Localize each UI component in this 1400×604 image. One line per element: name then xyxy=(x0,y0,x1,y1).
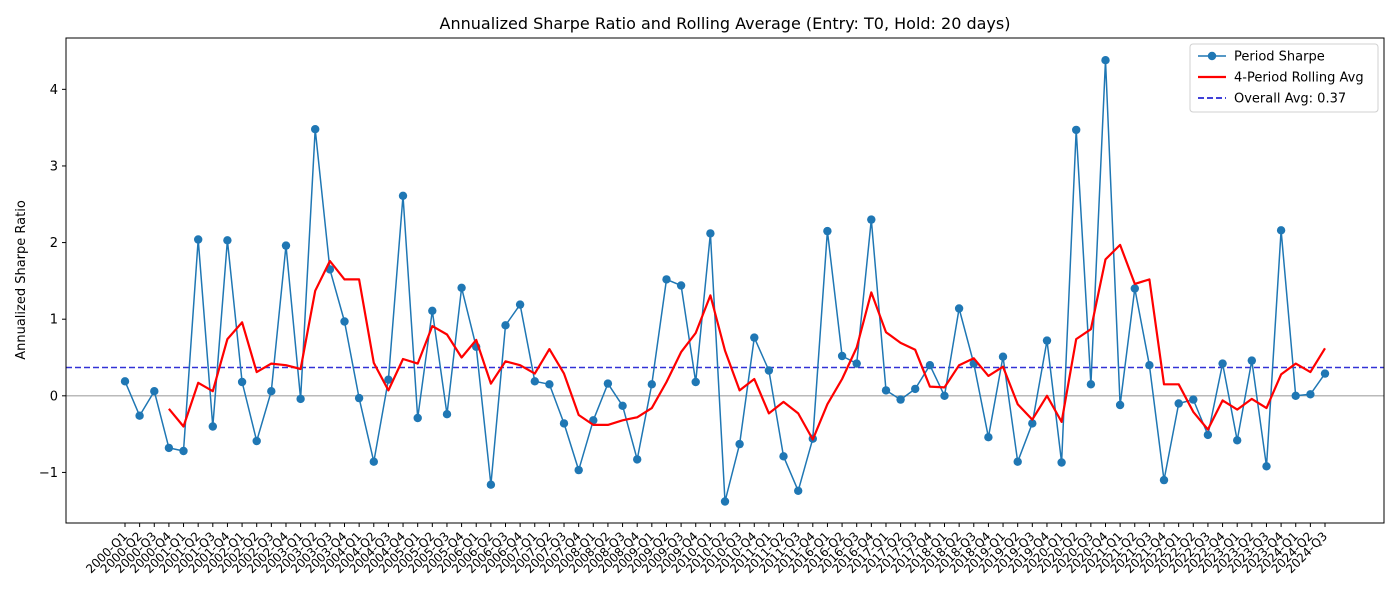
period-sharpe-point xyxy=(442,410,452,419)
period-sharpe-point xyxy=(881,386,891,395)
period-sharpe-point xyxy=(984,433,993,442)
period-sharpe-point xyxy=(706,229,715,238)
period-sharpe-point xyxy=(837,351,847,361)
period-sharpe-point xyxy=(369,457,378,466)
period-sharpe-point xyxy=(940,391,949,400)
period-sharpe-point xyxy=(867,215,876,224)
period-sharpe-point xyxy=(530,377,539,386)
period-sharpe-point xyxy=(340,317,349,326)
period-sharpe-point xyxy=(1145,361,1154,370)
period-sharpe-point xyxy=(311,125,320,134)
period-sharpe-point xyxy=(1276,226,1286,235)
4-period-rolling-avg-line xyxy=(168,243,1326,441)
period-sharpe-point xyxy=(852,359,861,368)
period-sharpe-point xyxy=(647,380,656,389)
period-sharpe-point xyxy=(1233,436,1242,445)
period-sharpe-point xyxy=(1291,391,1300,400)
period-sharpe-point xyxy=(179,446,188,456)
legend-box xyxy=(1189,43,1379,113)
legend-period-sharpe-marker xyxy=(1207,51,1217,61)
period-sharpe-point xyxy=(1086,380,1096,389)
period-sharpe-point xyxy=(1072,125,1081,135)
legend: Period Sharpe 4-Period Rolling Avg Overall… xyxy=(1189,43,1379,113)
period-sharpe-point xyxy=(1189,395,1198,404)
legend-overall-avg-label: Overall Avg: 0.37 xyxy=(1234,92,1346,107)
period-sharpe-point xyxy=(633,455,642,464)
period-sharpe-point xyxy=(296,394,305,404)
period-sharpe-point xyxy=(223,236,232,245)
period-sharpe-point xyxy=(794,486,803,495)
period-sharpe-point xyxy=(208,422,217,431)
period-sharpe-point xyxy=(1101,56,1110,65)
period-sharpe-point xyxy=(618,401,627,410)
period-sharpe-point xyxy=(457,283,466,292)
y-tick-label: 2 xyxy=(50,236,58,251)
period-sharpe-point xyxy=(750,333,759,342)
period-sharpe-point xyxy=(354,393,364,403)
y-tick-label: 4 xyxy=(50,83,58,98)
period-sharpe-point xyxy=(559,419,569,428)
y-axis-label: Annualized Sharpe Ratio xyxy=(14,200,29,360)
period-sharpe-point xyxy=(1320,369,1330,378)
period-sharpe-point xyxy=(735,439,744,449)
period-sharpe-point xyxy=(413,413,422,423)
period-sharpe-point xyxy=(1013,457,1022,466)
period-sharpe-point xyxy=(1247,356,1257,365)
period-sharpe-point xyxy=(1057,458,1066,467)
period-sharpe-point xyxy=(1218,359,1227,368)
period-sharpe-point xyxy=(1028,419,1037,428)
period-sharpe-point xyxy=(1115,400,1125,410)
period-sharpe-point xyxy=(384,375,393,384)
legend-period-sharpe-label: Period Sharpe xyxy=(1234,50,1325,65)
legend-rolling-avg-label: 4-Period Rolling Avg xyxy=(1234,71,1364,86)
period-sharpe-point xyxy=(896,395,905,404)
period-sharpe-point xyxy=(1262,462,1271,471)
period-sharpe-point xyxy=(764,366,774,375)
period-sharpe-point xyxy=(486,480,496,489)
period-sharpe-point xyxy=(545,380,554,389)
period-sharpe-point xyxy=(252,436,261,446)
period-sharpe-point xyxy=(779,452,788,461)
period-sharpe-point xyxy=(1042,336,1052,345)
period-sharpe-point xyxy=(1306,390,1315,399)
period-sharpe-point xyxy=(501,321,510,330)
y-axis: −1 0 1 2 3 4 xyxy=(39,83,66,481)
period-sharpe-point xyxy=(120,377,130,386)
period-sharpe-point xyxy=(1130,284,1140,293)
chart-title: Annualized Sharpe Ratio and Rolling Aver… xyxy=(440,14,1011,33)
period-sharpe-point xyxy=(194,235,203,244)
period-sharpe-point xyxy=(925,361,935,370)
period-sharpe-point xyxy=(237,377,247,387)
period-sharpe-point xyxy=(267,387,276,396)
period-sharpe-point xyxy=(720,497,730,506)
y-tick-label: 1 xyxy=(50,313,58,328)
period-sharpe-point xyxy=(515,300,525,309)
period-sharpe-point xyxy=(1174,399,1183,408)
y-tick-label: 0 xyxy=(50,389,58,404)
period-sharpe-point xyxy=(1203,430,1213,440)
period-sharpe-point xyxy=(676,281,686,290)
period-sharpe-point xyxy=(911,384,920,394)
period-sharpe-point xyxy=(398,191,408,200)
period-sharpe-point xyxy=(662,275,671,284)
period-sharpe-point xyxy=(135,411,144,420)
period-sharpe-point xyxy=(574,465,583,475)
y-tick-label: 3 xyxy=(50,159,58,174)
period-sharpe-point xyxy=(150,387,159,396)
period-sharpe-point xyxy=(823,226,832,236)
period-sharpe-point xyxy=(691,377,700,387)
period-sharpe-point xyxy=(603,379,613,388)
period-sharpe-point xyxy=(164,443,174,453)
x-axis: 2000-Q12000-Q22000-Q32000-Q42001-Q12001-… xyxy=(83,523,1330,576)
plot-area xyxy=(66,56,1384,506)
period-sharpe-point xyxy=(954,304,964,313)
period-sharpe-point xyxy=(428,306,437,315)
period-sharpe-point xyxy=(1159,475,1169,485)
y-tick-label: −1 xyxy=(39,466,58,481)
period-sharpe-point xyxy=(998,352,1008,361)
period-sharpe-point xyxy=(281,241,291,250)
